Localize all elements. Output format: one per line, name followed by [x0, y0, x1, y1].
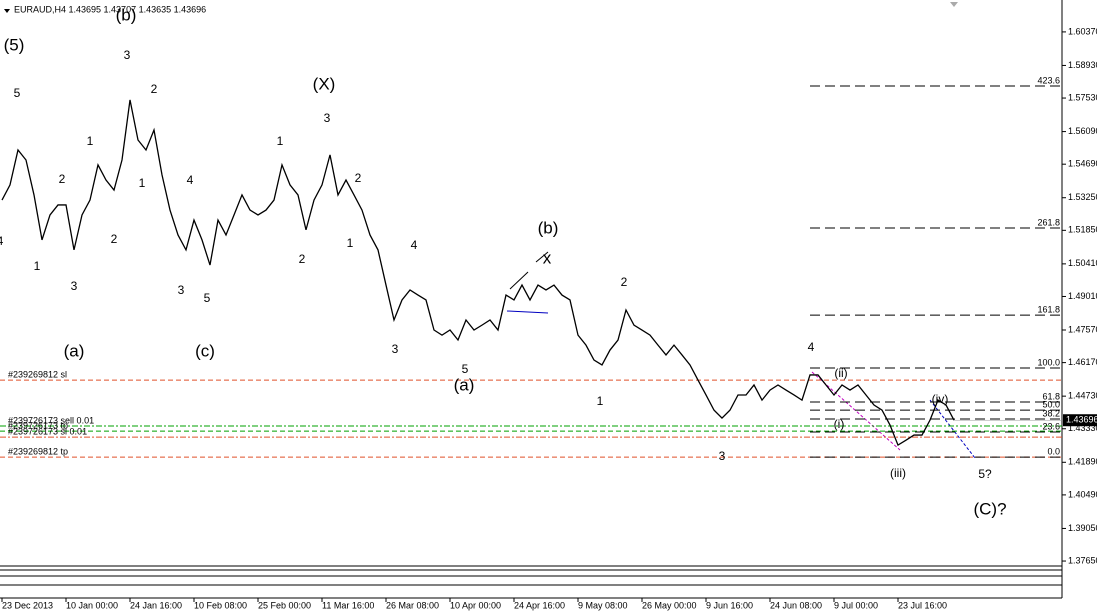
- fib-label: 261.8: [1037, 217, 1060, 227]
- wave-label: (b): [116, 5, 137, 24]
- order-label: #239726173 sell 0.01: [8, 415, 94, 425]
- wave-label: (X): [313, 74, 336, 93]
- order-label: #239726173 tp: [8, 420, 68, 430]
- current-price-label: 1.43696: [1066, 415, 1097, 425]
- current-price-box: [1063, 414, 1097, 427]
- trend-line: [506, 310, 549, 314]
- fib-label: 61.8: [1042, 391, 1060, 401]
- y-tick-label: 1.50410: [1068, 258, 1097, 268]
- y-tick-label: 1.58930: [1068, 60, 1097, 70]
- wave-label: 1: [139, 176, 146, 190]
- wave-label: 3: [392, 342, 399, 356]
- y-tick-label: 1.56090: [1068, 126, 1097, 136]
- fib-label: 0.0: [1047, 447, 1060, 457]
- wave-label: 1: [34, 259, 41, 273]
- y-tick-label: 1.40490: [1068, 489, 1097, 499]
- x-tick-label: 26 May 00:00: [642, 600, 697, 610]
- x-tick-label: 10 Feb 08:00: [194, 600, 247, 610]
- x-tick-label: 23 Dec 2013: [2, 600, 53, 610]
- wave-label: 5: [204, 291, 211, 305]
- y-tick-label: 1.41890: [1068, 457, 1097, 467]
- wave-line: [509, 271, 529, 290]
- y-tick-label: 1.43330: [1068, 423, 1097, 433]
- y-tick-label: 1.53250: [1068, 192, 1097, 202]
- fib-label: 161.8: [1037, 304, 1060, 314]
- fib-label: 100.0: [1037, 357, 1060, 367]
- wave-label: x: [543, 248, 552, 267]
- wave-label: 3: [719, 449, 726, 463]
- wave-label: 5: [14, 86, 21, 100]
- wave-label: 5: [462, 362, 469, 376]
- x-tick-label: 26 Mar 08:00: [386, 600, 439, 610]
- y-tick-label: 1.51850: [1068, 225, 1097, 235]
- x-tick-label: 9 Jun 16:00: [706, 600, 753, 610]
- wave-label: 3: [124, 48, 131, 62]
- wave-label: 3: [178, 283, 185, 297]
- wave-label: 4: [411, 238, 418, 252]
- wave-label: 5?: [978, 467, 992, 481]
- y-tick-label: 1.39050: [1068, 523, 1097, 533]
- wave-label: 2: [59, 172, 66, 186]
- wave-line: [535, 251, 549, 263]
- wave-label: (i): [834, 417, 845, 431]
- x-tick-label: 24 Jun 08:00: [770, 600, 822, 610]
- wave-label: 3: [324, 111, 331, 125]
- y-tick-label: 1.54690: [1068, 159, 1097, 169]
- wave-label: 1: [277, 134, 284, 148]
- wave-label: 4: [0, 234, 4, 248]
- wave-label: (c): [195, 341, 215, 360]
- wave-label: (b): [538, 218, 559, 237]
- chart-header: EURAUD,H4 1.43695 1.43707 1.43635 1.4369…: [14, 4, 206, 14]
- y-tick-label: 1.44730: [1068, 391, 1097, 401]
- wave-label: (5): [4, 35, 25, 54]
- wave-label: 4: [187, 173, 194, 187]
- x-tick-label: 23 Jul 16:00: [898, 600, 947, 610]
- wave-label: 2: [299, 252, 306, 266]
- x-tick-label: 10 Jan 00:00: [66, 600, 118, 610]
- fib-label: 50.0: [1042, 400, 1060, 410]
- wave-label: 2: [151, 82, 158, 96]
- fib-label: 423.6: [1037, 75, 1060, 85]
- wave-label: 1: [347, 236, 354, 250]
- x-tick-label: 24 Jan 16:00: [130, 600, 182, 610]
- y-tick-label: 1.57530: [1068, 92, 1097, 102]
- shift-marker: [950, 2, 958, 7]
- wave-label: 1: [87, 134, 94, 148]
- x-tick-label: 11 Mar 16:00: [322, 600, 374, 610]
- order-label: #239726173 sl 0.01: [8, 427, 87, 437]
- x-tick-label: 9 Jul 00:00: [834, 600, 878, 610]
- wave-label: (C)?: [973, 499, 1006, 518]
- wave-label: (a): [64, 341, 85, 360]
- y-tick-label: 1.37650: [1068, 555, 1097, 565]
- wave-label: 2: [621, 275, 628, 289]
- y-tick-label: 1.46170: [1068, 357, 1097, 367]
- fib-label: 38.2: [1042, 408, 1060, 418]
- order-label: #239269812 sl: [8, 369, 67, 379]
- wave-label: 3: [71, 279, 78, 293]
- wave-label: 2: [355, 171, 362, 185]
- wave-label: (a): [454, 375, 475, 394]
- order-label: #239269812 tp: [8, 447, 68, 457]
- y-tick-label: 1.47570: [1068, 324, 1097, 334]
- wave-label: (iv): [932, 392, 949, 406]
- wave-label: 2: [111, 232, 118, 246]
- price-line: [1, 99, 955, 447]
- x-tick-label: 10 Apr 00:00: [450, 600, 501, 610]
- y-tick-label: 1.60370: [1068, 26, 1097, 36]
- x-tick-label: 25 Feb 00:00: [258, 600, 311, 610]
- wave-label: 4: [808, 340, 815, 354]
- x-tick-label: 24 Apr 16:00: [514, 600, 565, 610]
- x-tick-label: 9 May 08:00: [578, 600, 628, 610]
- y-tick-label: 1.49010: [1068, 291, 1097, 301]
- menu-arrow[interactable]: [4, 9, 10, 13]
- wave-label: (ii): [834, 366, 847, 380]
- wave-label: (iii): [890, 466, 906, 480]
- fib-label: 23.6: [1042, 421, 1060, 431]
- wave-label: 1: [597, 394, 604, 408]
